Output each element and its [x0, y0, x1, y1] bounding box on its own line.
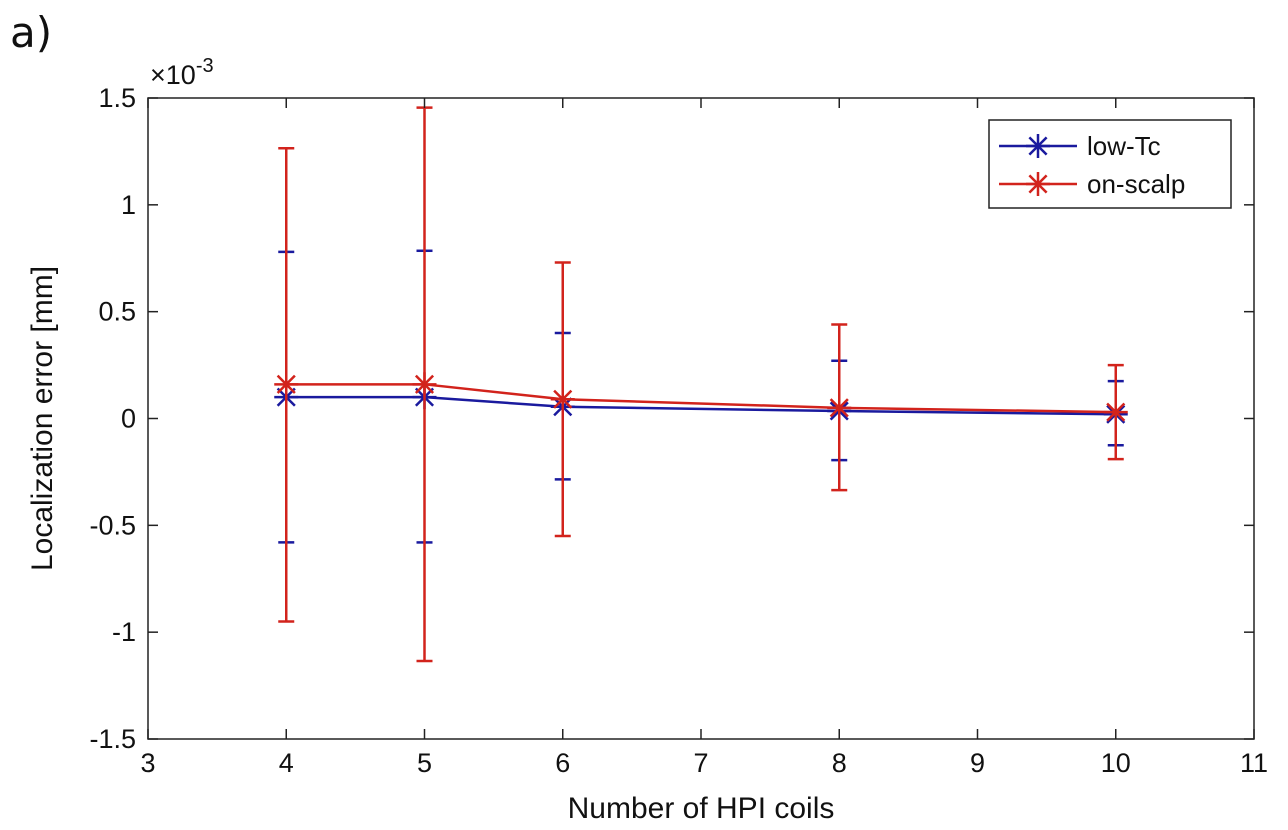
y-exponent-label: ×10-3 — [150, 55, 214, 90]
legend-item-on-scalp: on-scalp — [999, 169, 1185, 199]
data-point — [1103, 400, 1128, 425]
data-point — [550, 387, 575, 412]
ticks-layer — [147, 97, 1255, 740]
legend-item-low-Tc: low-Tc — [999, 131, 1161, 161]
legend-label: low-Tc — [1087, 131, 1161, 161]
y-tick-label: -1.5 — [89, 724, 136, 754]
x-tick-label: 11 — [1240, 748, 1268, 778]
legend-marker — [1026, 172, 1050, 196]
x-tick-label: 5 — [417, 748, 432, 778]
marker-stroke — [1028, 136, 1048, 156]
x-tick-label: 7 — [693, 748, 708, 778]
marker-stroke — [1028, 174, 1048, 194]
y-tick-label: 1 — [121, 190, 136, 220]
data-point — [827, 395, 852, 420]
series-low-Tc — [274, 249, 1128, 544]
y-axis-title: Localization error [mm] — [26, 266, 59, 571]
plot-layer — [274, 106, 1128, 663]
marker-stroke — [553, 389, 573, 409]
marker-stroke — [276, 374, 296, 394]
x-tick-label: 8 — [832, 748, 847, 778]
x-tick-label: 6 — [555, 748, 570, 778]
y-tick-label: 0 — [121, 404, 136, 434]
y-tick-label: -1 — [112, 617, 136, 647]
series-line — [286, 395, 1116, 416]
data-point — [274, 372, 299, 397]
marker-stroke — [1106, 402, 1126, 422]
legend: low-Tc on-scalp — [988, 119, 1232, 209]
marker-stroke — [414, 374, 435, 394]
legend-label: on-scalp — [1087, 169, 1185, 199]
marker-stroke — [829, 398, 849, 418]
y-tick-label: 1.5 — [98, 83, 136, 113]
data-point — [412, 372, 437, 397]
y-tick-label: 0.5 — [98, 297, 136, 327]
x-tick-label: 9 — [970, 748, 985, 778]
x-tick-label: 4 — [279, 748, 294, 778]
legend-box — [988, 119, 1232, 209]
panel-label: a) — [10, 8, 53, 57]
x-tick-label: 3 — [140, 748, 155, 778]
y-exponent-power: -3 — [196, 55, 214, 77]
legend-marker — [1026, 134, 1050, 158]
x-axis-title: Number of HPI coils — [568, 792, 835, 825]
x-tick-label: 10 — [1101, 748, 1131, 778]
y-tick-label: -0.5 — [89, 510, 136, 540]
series-on-scalp — [274, 106, 1128, 663]
